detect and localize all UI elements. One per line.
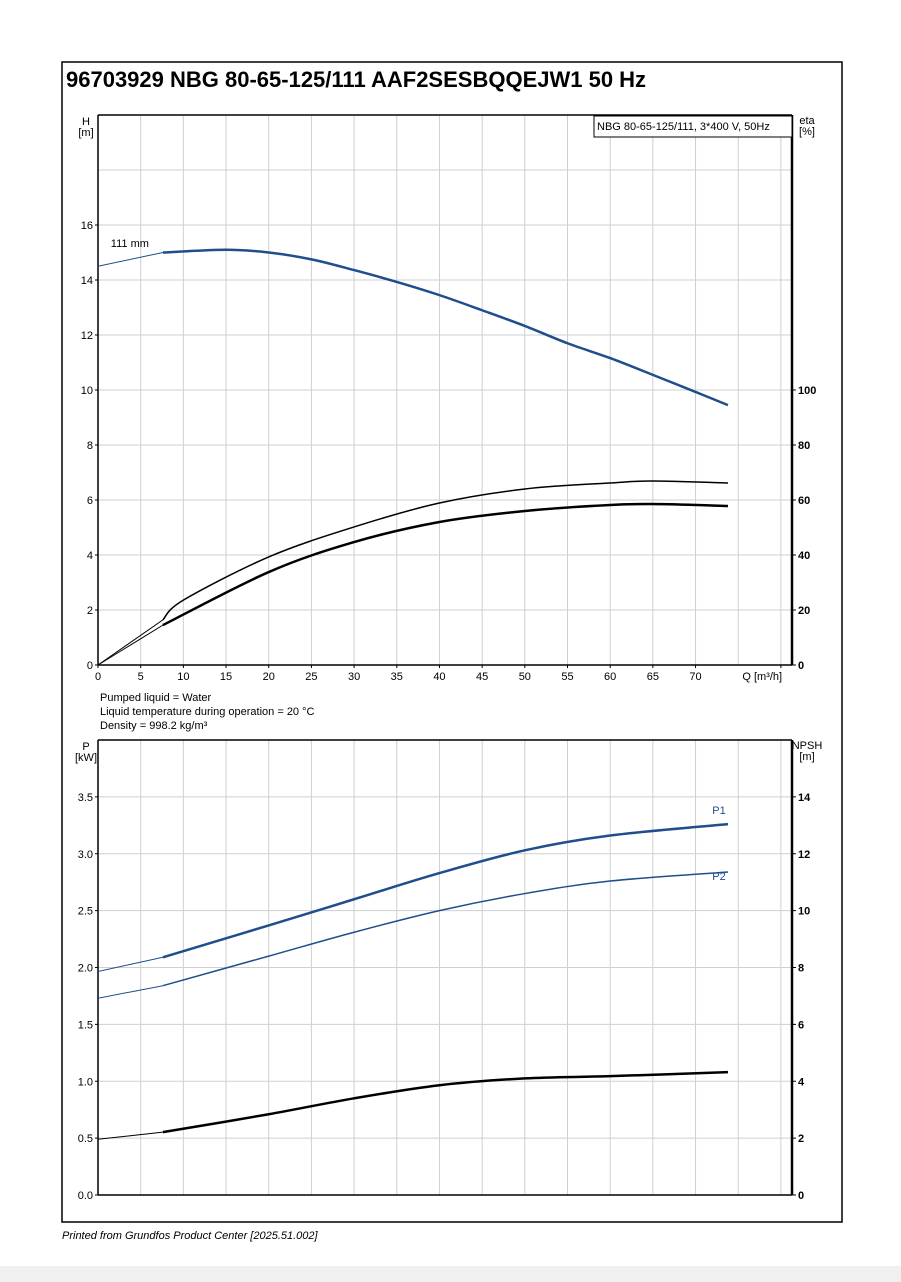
y-right-tick-label: 0 bbox=[798, 660, 804, 672]
series-line-p2 bbox=[162, 871, 729, 987]
x-tick-label: 50 bbox=[519, 671, 531, 683]
y-left-tick-label: 6 bbox=[87, 495, 93, 507]
curve-annotation-impeller-diameter: 111 mm bbox=[111, 238, 149, 250]
y-right-axis-unit: [m] bbox=[799, 751, 814, 763]
x-tick-label: 40 bbox=[433, 671, 445, 683]
series-line-npsh bbox=[162, 1070, 729, 1134]
liquid-info-line: Liquid temperature during operation = 20… bbox=[100, 706, 315, 718]
y-left-axis-title: P bbox=[82, 741, 89, 753]
series-line-extension bbox=[97, 1131, 163, 1140]
y-left-axis-unit: [m] bbox=[78, 127, 93, 139]
y-right-tick-label: 20 bbox=[798, 605, 810, 617]
y-left-tick-label: 12 bbox=[81, 330, 93, 342]
x-tick-label: 25 bbox=[305, 671, 317, 683]
y-right-tick-label: 14 bbox=[798, 792, 811, 804]
footer-text: Printed from Grundfos Product Center [20… bbox=[62, 1230, 319, 1242]
y-right-tick-label: 8 bbox=[798, 963, 804, 975]
y-left-tick-label: 2 bbox=[87, 605, 93, 617]
y-left-axis-title: H bbox=[82, 116, 90, 128]
y-right-tick-label: 100 bbox=[798, 385, 816, 397]
y-left-tick-label: 4 bbox=[87, 550, 93, 562]
y-right-axis-unit: [%] bbox=[799, 126, 815, 138]
x-tick-label: 35 bbox=[391, 671, 403, 683]
x-axis-title: Q [m³/h] bbox=[742, 671, 782, 683]
x-tick-label: 20 bbox=[263, 671, 275, 683]
x-tick-label: 5 bbox=[138, 671, 144, 683]
series-line-extension bbox=[97, 619, 164, 666]
liquid-info-line: Density = 998.2 kg/m³ bbox=[100, 720, 208, 732]
x-tick-label: 45 bbox=[476, 671, 488, 683]
series-label: P2 bbox=[712, 871, 725, 883]
page-bottom-shade bbox=[0, 1266, 901, 1282]
y-left-tick-label: 10 bbox=[81, 385, 93, 397]
y-right-tick-label: 10 bbox=[798, 906, 810, 918]
y-left-tick-label: 16 bbox=[81, 220, 93, 232]
y-left-tick-label: 0 bbox=[87, 660, 93, 672]
series-line-eta-total bbox=[162, 502, 729, 627]
y-left-tick-label: 1.0 bbox=[78, 1076, 93, 1088]
y-right-tick-label: 80 bbox=[798, 440, 810, 452]
y-right-tick-label: 2 bbox=[798, 1133, 804, 1145]
y-left-tick-label: 0.0 bbox=[78, 1190, 93, 1202]
x-tick-label: 60 bbox=[604, 671, 616, 683]
series-line-extension bbox=[97, 985, 163, 999]
y-left-axis-unit: [kW] bbox=[75, 752, 97, 764]
y-left-tick-label: 2.5 bbox=[78, 906, 93, 918]
legend-box bbox=[593, 115, 793, 138]
y-left-tick-label: 14 bbox=[81, 275, 93, 287]
performance-chart-power-npsh: 0.0 0.5 1.0 1.5 2.0 2.5 3.0 3.5 0 2 4 6 8 10 12 14 P[kW]… bbox=[75, 739, 823, 1202]
y-right-tick-label: 0 bbox=[798, 1190, 804, 1202]
y-left-tick-label: 1.5 bbox=[78, 1019, 93, 1031]
x-tick-label: 15 bbox=[220, 671, 232, 683]
series-line-h-111-mm- bbox=[162, 248, 729, 407]
x-tick-label: 10 bbox=[177, 671, 189, 683]
y-right-tick-label: 4 bbox=[798, 1076, 805, 1088]
y-left-tick-label: 0.5 bbox=[78, 1133, 93, 1145]
page-title: 96703929 NBG 80-65-125/111 AAF2SESBQQEJW… bbox=[66, 67, 646, 92]
y-left-tick-label: 8 bbox=[87, 440, 93, 452]
x-tick-label: 65 bbox=[647, 671, 659, 683]
y-right-tick-label: 6 bbox=[798, 1019, 804, 1031]
performance-chart-head-efficiency: 0 2 4 6 8 10 12 14 16 0 20 40 60 80 100 H[m] eta[%] 0 5 10 1… bbox=[78, 114, 816, 683]
series-line-p1 bbox=[162, 822, 729, 959]
x-tick-label: 30 bbox=[348, 671, 360, 683]
series-line-extension bbox=[97, 624, 164, 666]
series-line-extension bbox=[97, 956, 163, 972]
series-label: P1 bbox=[712, 805, 725, 817]
y-right-tick-label: 12 bbox=[798, 849, 810, 861]
chart-title: NBG 80-65-125/111, 3*400 V, 50Hz bbox=[597, 121, 770, 133]
series-line-eta-pump bbox=[162, 480, 728, 621]
x-tick-label: 70 bbox=[689, 671, 701, 683]
y-right-tick-label: 40 bbox=[798, 550, 810, 562]
x-tick-label: 0 bbox=[95, 671, 101, 683]
series-line-extension bbox=[97, 252, 163, 267]
y-right-tick-label: 60 bbox=[798, 495, 810, 507]
y-left-tick-label: 3.5 bbox=[78, 792, 93, 804]
y-left-tick-label: 3.0 bbox=[78, 849, 93, 861]
x-tick-label: 55 bbox=[561, 671, 573, 683]
y-right-axis-title: NPSH bbox=[792, 740, 823, 752]
liquid-info-line: Pumped liquid = Water bbox=[100, 692, 212, 704]
y-right-axis-title: eta bbox=[799, 115, 815, 127]
y-left-tick-label: 2.0 bbox=[78, 963, 93, 975]
page-frame bbox=[61, 61, 843, 1223]
